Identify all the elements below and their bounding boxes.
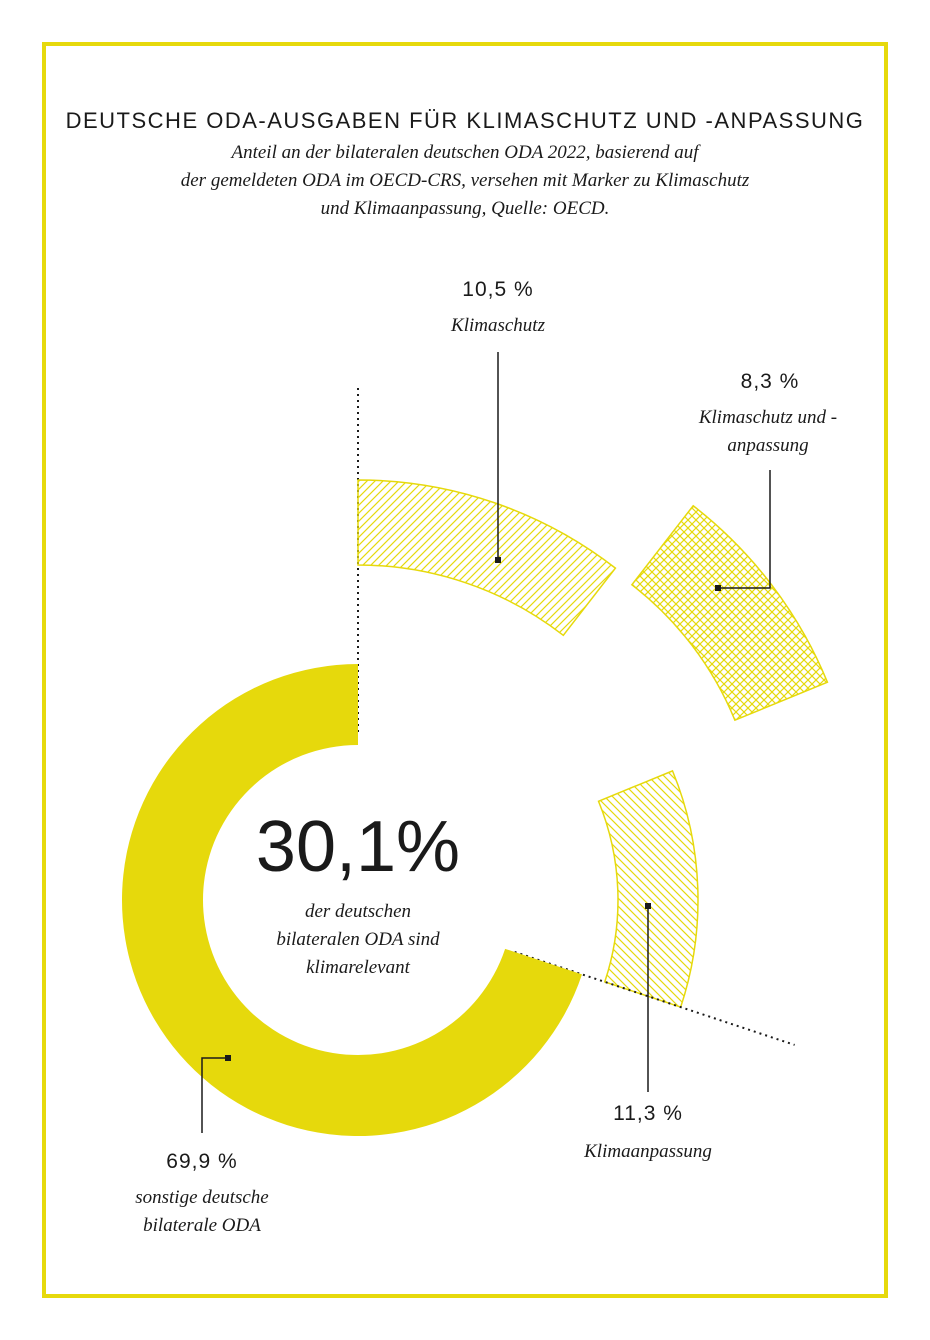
end-divider <box>514 951 795 1046</box>
value-label: 69,9 % <box>166 1150 238 1173</box>
value-label: 8,3 % <box>740 370 800 393</box>
value-label: 10,5 % <box>462 278 534 301</box>
donut-segment <box>357 479 617 637</box>
donut-segment <box>630 504 829 722</box>
leader-line <box>718 470 771 589</box>
subtitle: Anteil an der bilateralen deutschen ODA … <box>231 142 699 163</box>
center-value: 30,1% <box>255 807 461 887</box>
category-label: Klimaschutz <box>451 315 545 336</box>
frame <box>42 42 888 1298</box>
leader-line <box>201 1057 228 1133</box>
category-label: Klimaschutz und -anpassung <box>698 407 838 456</box>
leader-dot <box>715 585 721 591</box>
leader-dot <box>225 1055 231 1061</box>
category-label: sonstige deutsche bilaterale ODA <box>135 1187 269 1236</box>
leader-dot <box>645 903 651 909</box>
category-label: Klimaanpassung <box>584 1141 712 1162</box>
value-label: 11,3 % <box>613 1102 683 1125</box>
chart-title: DEUTSCHE ODA-AUSGABEN FÜR KLIMASCHUTZ UN… <box>65 108 865 133</box>
subtitle: der gemeldeten ODA im OECD-CRS, versehen… <box>180 170 750 191</box>
center-text: der deutschen bilateralen ODA sind klima… <box>276 901 440 978</box>
donut-segment <box>122 664 582 1136</box>
leader-dot <box>495 557 501 563</box>
subtitle: und Klimaanpassung, Quelle: OECD. <box>320 198 610 219</box>
